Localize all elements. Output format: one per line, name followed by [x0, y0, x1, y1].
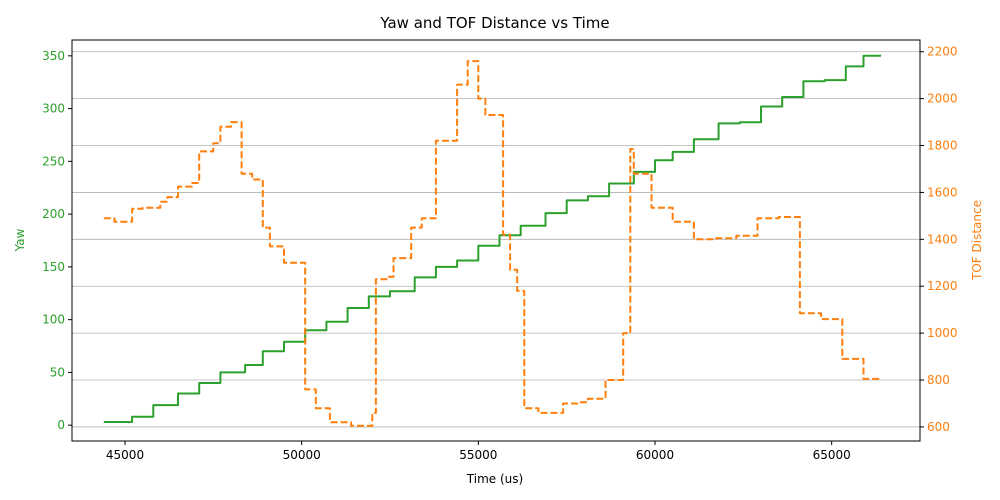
y-left-tick-label: 100: [42, 313, 65, 327]
x-tick-label: 50000: [283, 448, 321, 462]
x-tick-label: 45000: [106, 448, 144, 462]
y-axis-left-label: Yaw: [13, 228, 27, 252]
y-axis-right-label: TOF Distance: [970, 200, 984, 281]
y-left-tick-label: 200: [42, 207, 65, 221]
y-right-tick-label: 2000: [927, 92, 958, 106]
x-tick-label: 65000: [813, 448, 851, 462]
axes: 45000 50000 55000 60000 65000 0 50 100 150 200 250…: [42, 45, 957, 462]
x-tick-label: 55000: [459, 448, 497, 462]
y-left-tick-label: 350: [42, 49, 65, 63]
y-right-tick-label: 1000: [927, 326, 958, 340]
tof-distance-line: [103, 60, 882, 427]
chart-title: Yaw and TOF Distance vs Time: [379, 14, 609, 32]
y-right-tick-label: 1200: [927, 279, 958, 293]
y-left-tick-label: 0: [57, 418, 65, 432]
y-left-tick-label: 150: [42, 260, 65, 274]
y-right-tick-label: 1800: [927, 139, 958, 153]
series-layer: [103, 54, 882, 427]
y-left-tick-label: 300: [42, 102, 65, 116]
x-tick-label: 60000: [636, 448, 674, 462]
y-right-tick-label: 1400: [927, 232, 958, 246]
y-right-tick-label: 600: [927, 420, 950, 434]
x-axis-label: Time (us): [466, 472, 523, 486]
grid: [72, 51, 920, 428]
plot-frame: [71, 39, 921, 442]
y-right-tick-label: 2200: [927, 45, 958, 59]
y-left-tick-label: 250: [42, 154, 65, 168]
y-left-tick-label: 50: [50, 365, 65, 379]
yaw-line: [103, 54, 882, 423]
y-right-tick-label: 800: [927, 373, 950, 387]
y-right-tick-label: 1600: [927, 185, 958, 199]
